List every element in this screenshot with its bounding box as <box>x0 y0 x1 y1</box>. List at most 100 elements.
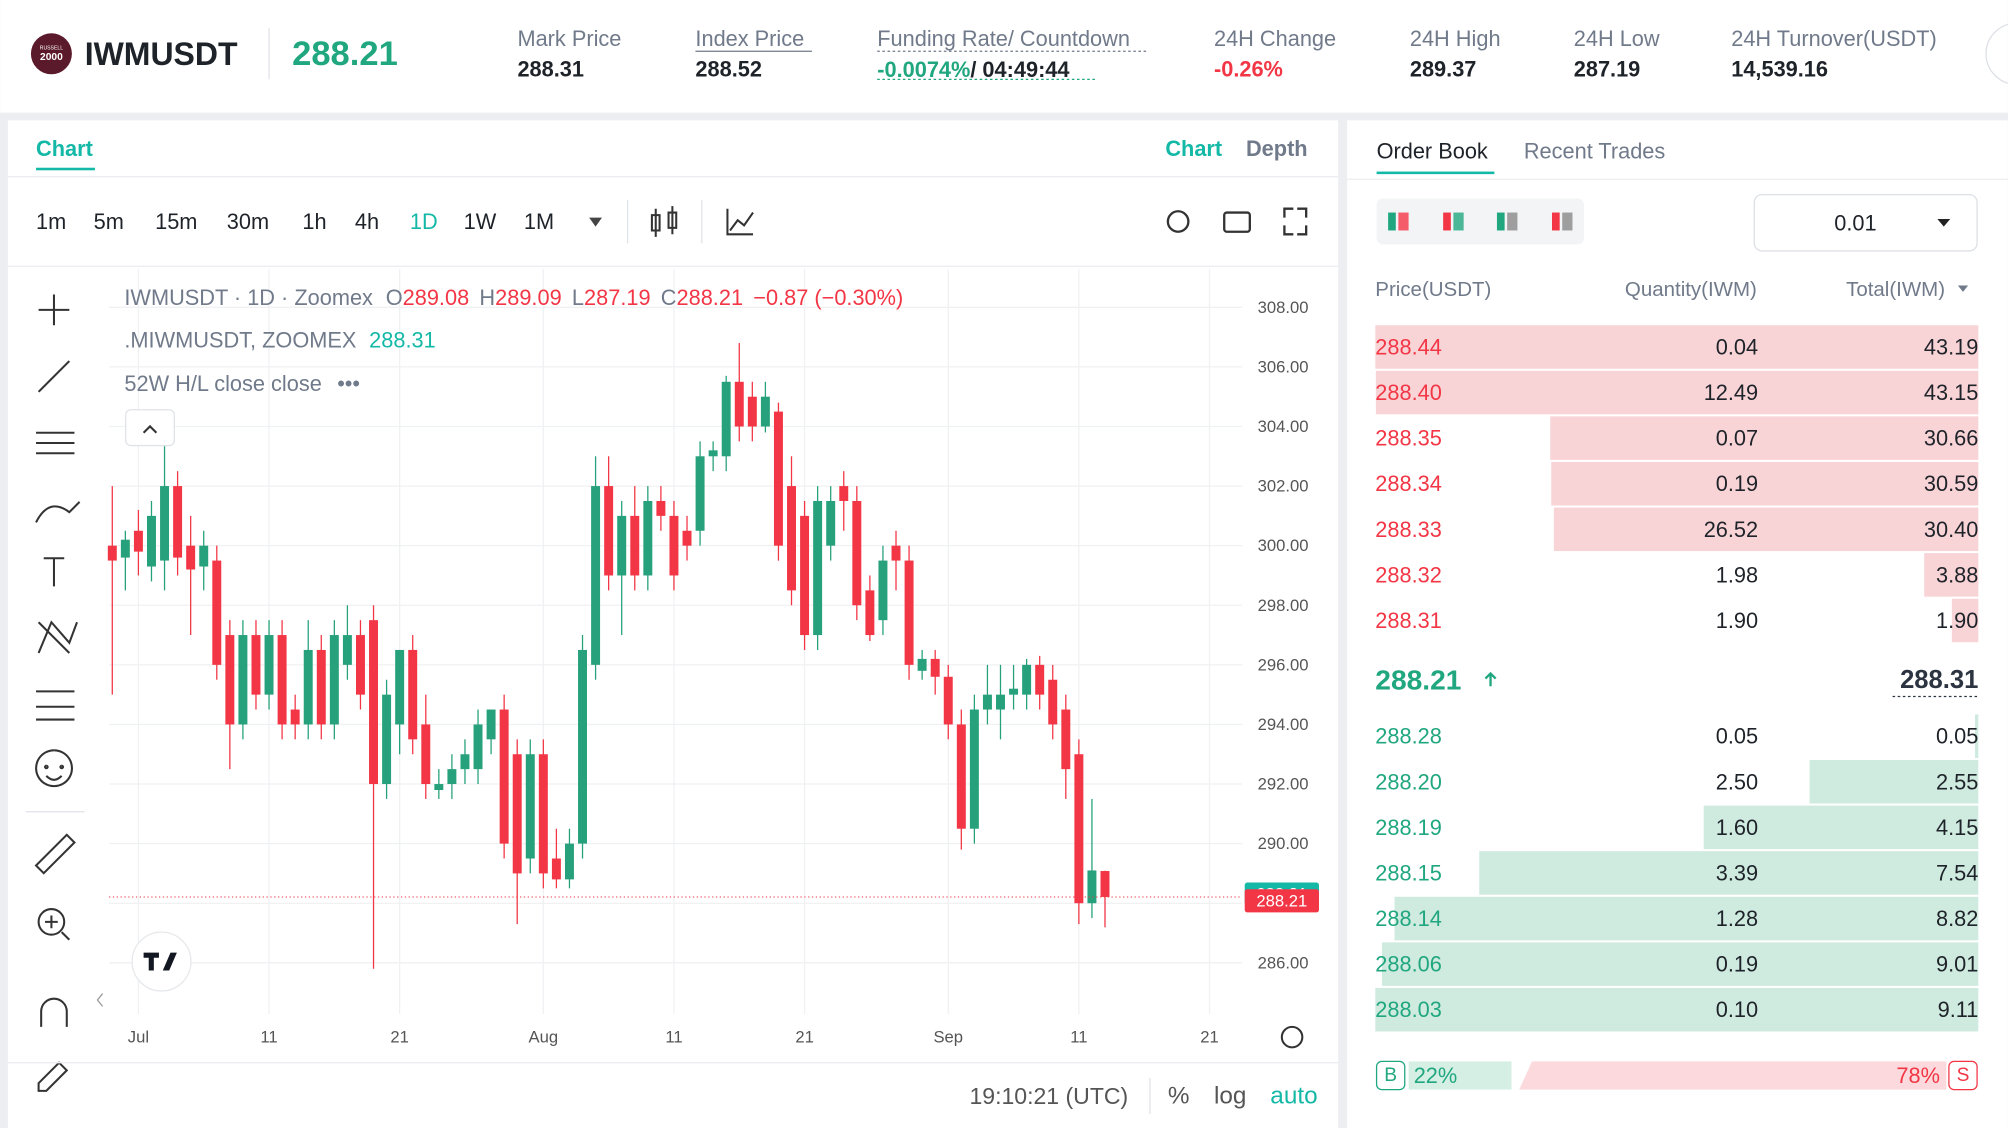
candle-body <box>1100 871 1110 897</box>
depth-bar <box>1375 370 1979 415</box>
logo <box>30 33 72 75</box>
interval[interactable]: 1m <box>36 209 66 234</box>
last-price-label: 288.21 <box>1256 891 1307 910</box>
stat-label: Index Price <box>695 26 804 51</box>
indicator-icon[interactable] <box>726 208 754 236</box>
tab-underline <box>1376 171 1495 175</box>
interval[interactable]: 5m <box>94 209 124 234</box>
candle-body <box>930 658 940 677</box>
fullscreen-icon[interactable] <box>1283 207 1308 236</box>
scale-button[interactable]: % <box>1168 1082 1190 1109</box>
ohlc-label: H <box>479 285 495 310</box>
quantity: 1.98 <box>1716 562 1758 587</box>
candle-body <box>173 486 183 558</box>
price[interactable]: 288.28 <box>1375 724 1442 749</box>
candle-body <box>852 500 862 606</box>
interval-dropdown[interactable] <box>589 217 602 227</box>
candle-body <box>303 649 313 725</box>
chart-tab[interactable]: Chart <box>36 136 93 161</box>
precision: 0.01 <box>1834 210 1876 235</box>
precision-select[interactable] <box>1753 193 1978 252</box>
candle-body <box>512 754 522 874</box>
axis-settings[interactable] <box>1280 1025 1304 1049</box>
view-mode-icon[interactable] <box>1551 212 1560 231</box>
interval[interactable]: 1M <box>524 209 554 234</box>
quantity: 0.19 <box>1716 952 1758 977</box>
candle-body <box>787 486 796 591</box>
buy-ratio: 22% <box>1414 1063 1458 1088</box>
quantity: 0.10 <box>1716 997 1758 1022</box>
interval[interactable]: 4h <box>355 209 379 234</box>
interval[interactable]: 1D <box>410 209 438 234</box>
candle-body <box>316 649 326 725</box>
candle-body <box>199 545 209 567</box>
candle-body <box>943 676 953 725</box>
view-mode-icon[interactable] <box>1388 212 1396 231</box>
y-tick-label: 298.00 <box>1258 596 1309 615</box>
price[interactable]: 288.40 <box>1375 380 1442 405</box>
candle-body <box>617 515 627 576</box>
candle-body <box>277 635 287 725</box>
view-tab[interactable]: Chart <box>1165 136 1222 161</box>
drawing-tool[interactable] <box>34 833 76 875</box>
interval[interactable]: 30m <box>227 209 269 234</box>
price[interactable]: 288.31 <box>1375 608 1442 633</box>
view-mode-icon[interactable] <box>1496 212 1505 231</box>
view-tab[interactable]: Depth <box>1246 136 1308 161</box>
total: 30.40 <box>1924 517 1978 542</box>
price[interactable]: 288.03 <box>1375 997 1442 1022</box>
drawing-tool[interactable] <box>40 997 68 1027</box>
candle-body <box>1022 664 1032 695</box>
ob-last-price: 288.21 <box>1375 664 1461 695</box>
quantity: 0.05 <box>1716 724 1758 749</box>
view-mode-icon <box>1398 212 1409 231</box>
collapse-arrow[interactable] <box>96 993 104 1007</box>
camera-icon[interactable] <box>1223 211 1251 233</box>
depth-bar <box>1809 760 1979 804</box>
total: 4.15 <box>1936 815 1978 840</box>
drawing-tool[interactable] <box>35 501 81 523</box>
x-tick-label: 21 <box>390 1028 409 1047</box>
drawing-tool[interactable] <box>38 294 70 326</box>
price[interactable]: 288.20 <box>1375 769 1442 794</box>
candle-body <box>891 545 901 561</box>
candle-body <box>878 560 888 621</box>
drawing-tool[interactable] <box>43 557 65 587</box>
price[interactable]: 288.33 <box>1375 517 1442 542</box>
candle-icon[interactable] <box>650 206 678 237</box>
view-mode-icon[interactable] <box>1443 212 1451 231</box>
drawing-tool[interactable] <box>35 749 73 788</box>
price[interactable]: 288.14 <box>1375 906 1442 931</box>
interval[interactable]: 1W <box>464 209 497 234</box>
price[interactable]: 288.35 <box>1375 426 1442 451</box>
legend-ohlc: IWMUSDT · 1D · Zoomex O289.08 H289.09 L287.… <box>124 285 903 310</box>
stat-label: Funding Rate/ Countdown <box>877 26 1130 51</box>
x-tick-label: Jul <box>128 1028 149 1047</box>
price[interactable]: 288.32 <box>1375 562 1442 587</box>
settings-icon[interactable] <box>1166 210 1190 233</box>
drawing-tool[interactable] <box>37 908 71 941</box>
stat-label: 24H High <box>1410 26 1501 51</box>
scale-button[interactable]: log <box>1214 1082 1246 1109</box>
drawing-tool[interactable] <box>36 690 75 721</box>
drawing-tool[interactable] <box>37 360 71 393</box>
price[interactable]: 288.44 <box>1375 334 1442 359</box>
ob-tab[interactable]: Recent Trades <box>1524 139 1666 164</box>
drawing-tool[interactable] <box>36 431 75 455</box>
drawing-tool[interactable] <box>37 620 78 654</box>
interval[interactable]: 15m <box>155 209 197 234</box>
candle-body <box>591 486 601 665</box>
price[interactable]: 288.15 <box>1375 860 1442 885</box>
ob-tab[interactable]: Order Book <box>1377 139 1488 164</box>
interval[interactable]: 1h <box>302 209 326 234</box>
price[interactable]: 288.34 <box>1375 471 1442 496</box>
drawing-tool[interactable] <box>37 1061 69 1092</box>
scale-button[interactable]: auto <box>1270 1082 1317 1109</box>
price[interactable]: 288.06 <box>1375 952 1442 977</box>
tv-logo[interactable] <box>131 931 192 992</box>
view-mode-icon <box>1562 212 1573 231</box>
candle-body <box>813 500 823 636</box>
price[interactable]: 288.19 <box>1375 815 1442 840</box>
stat-value: 288.31 <box>517 57 584 82</box>
candle-body <box>186 545 196 570</box>
